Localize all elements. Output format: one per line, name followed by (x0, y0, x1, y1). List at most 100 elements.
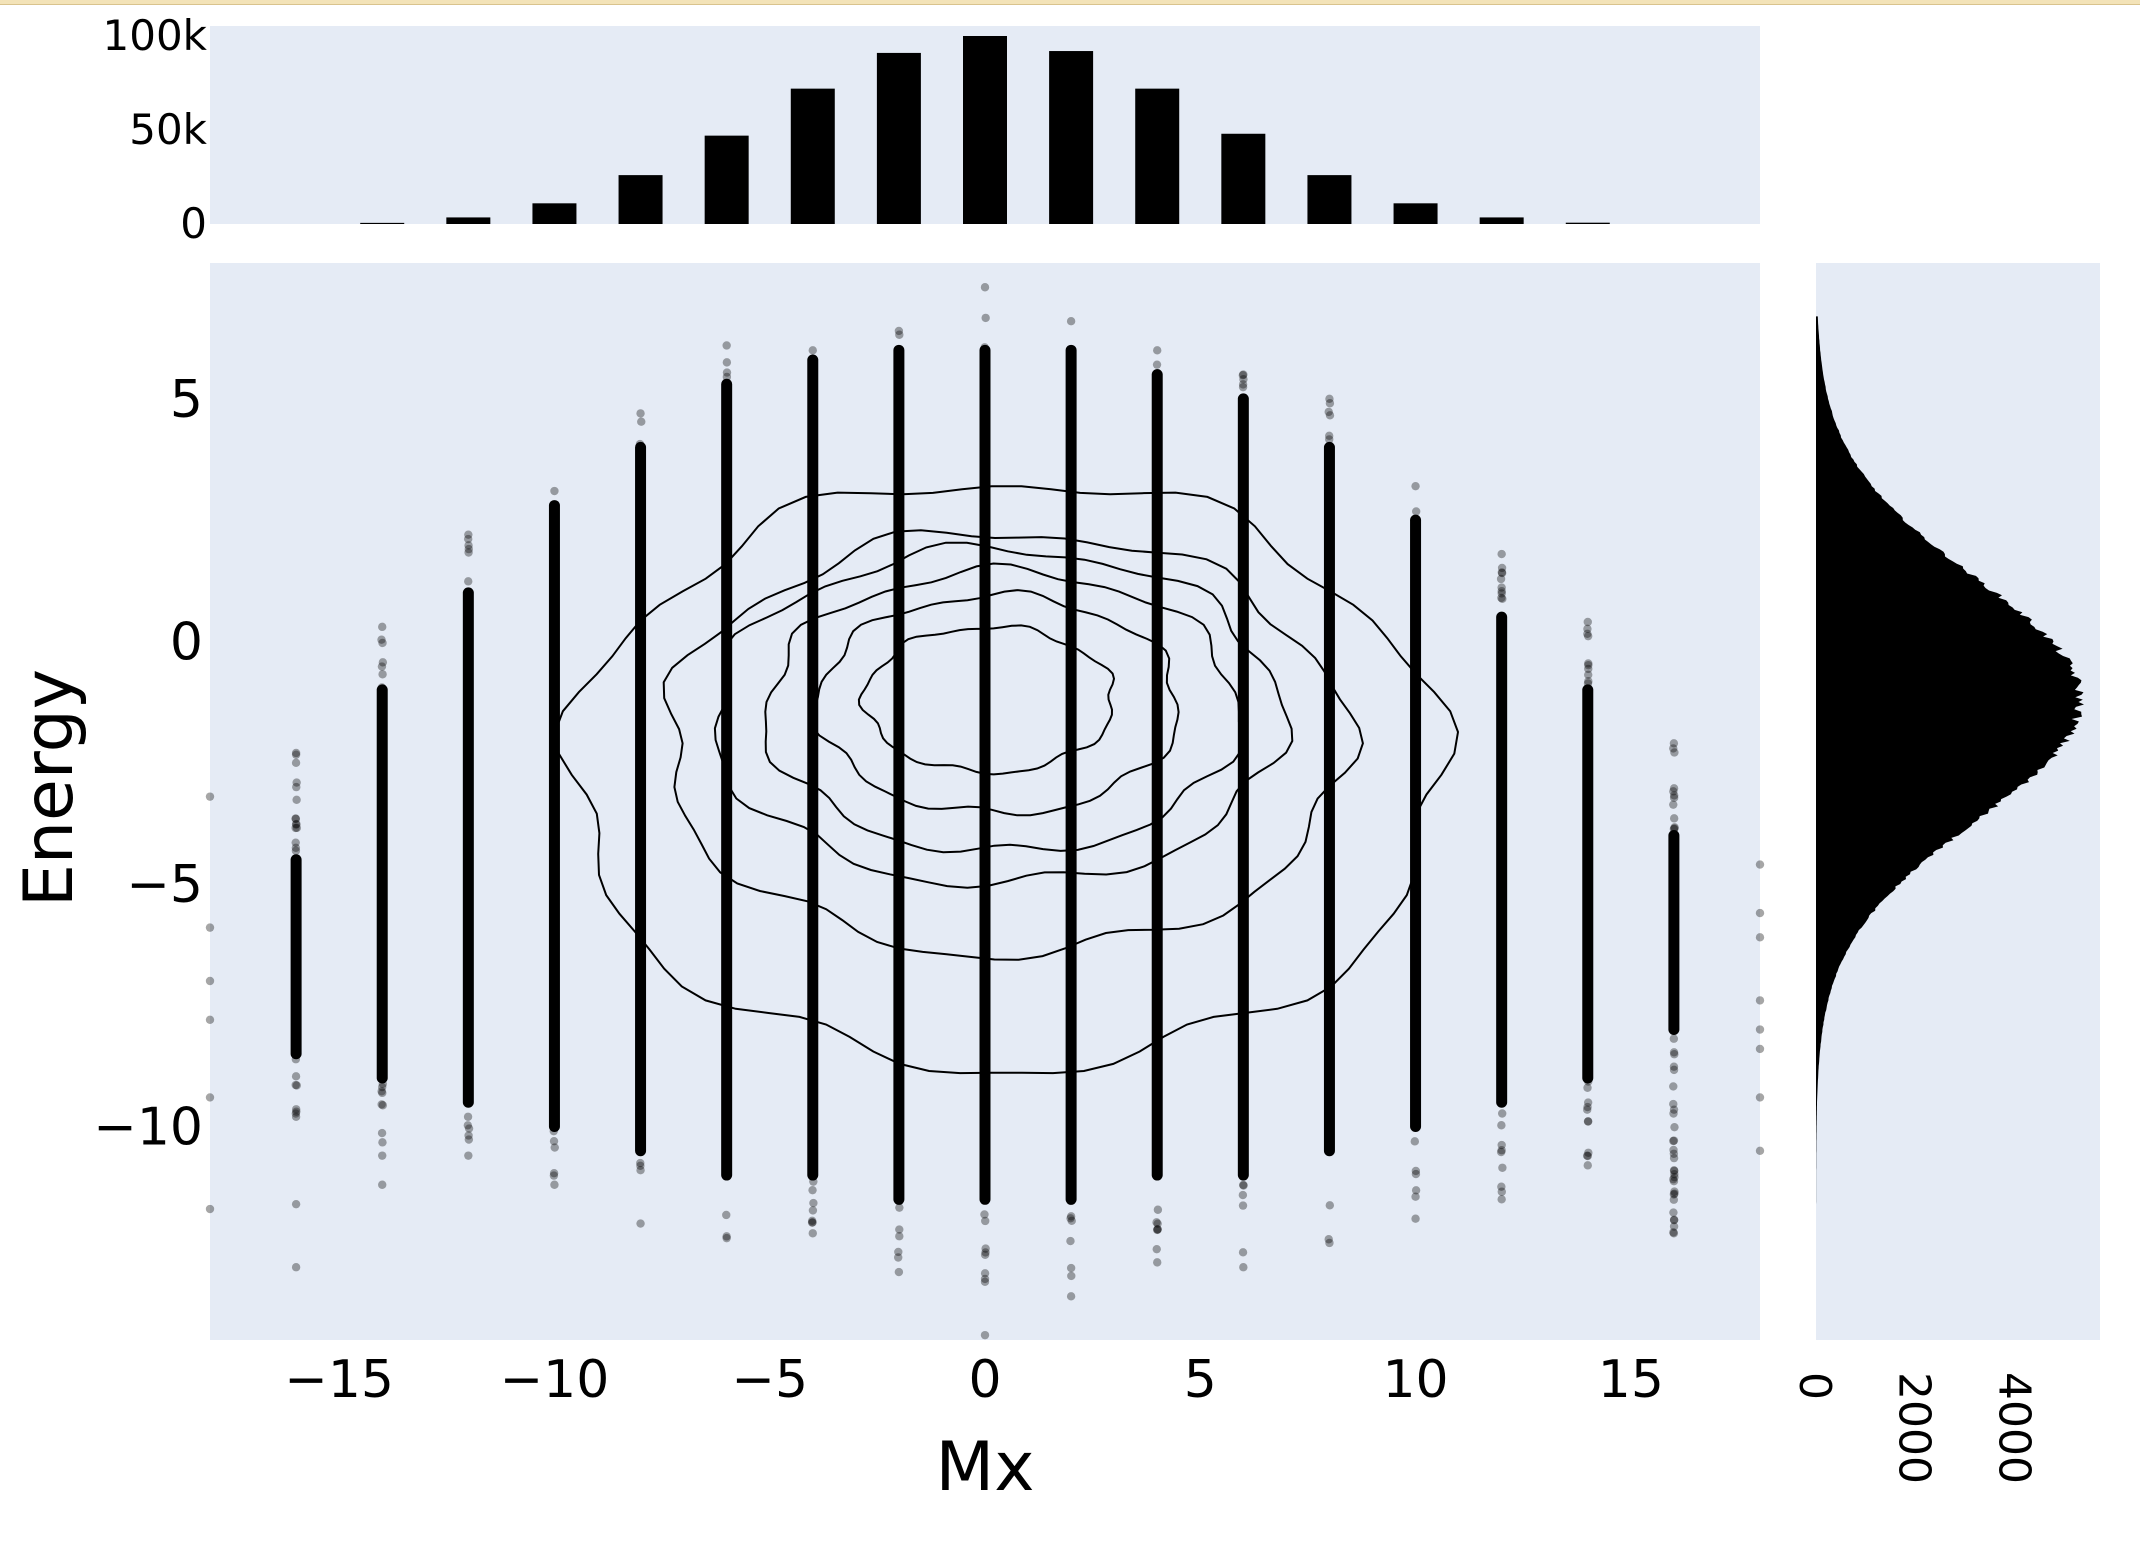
scatter-point (377, 839, 387, 848)
scatter-point (722, 1046, 731, 1055)
scatter-point (1239, 811, 1248, 821)
scatter-point (463, 746, 473, 756)
scatter-point (1498, 1109, 1507, 1118)
scatter-point (1669, 744, 1678, 753)
scatter-point (1410, 969, 1420, 978)
scatter-point (1325, 1201, 1335, 1210)
scatter-point (1583, 1083, 1592, 1092)
scatter-point (549, 557, 559, 567)
scatter-point (1067, 1009, 1076, 1019)
scatter-point (1153, 1116, 1162, 1126)
scatter-point (808, 477, 817, 486)
scatter-point (1755, 860, 1765, 869)
scatter-point (1669, 963, 1679, 973)
scatter-point (1496, 995, 1506, 1005)
scatter-point (722, 747, 732, 756)
scatter-point (1411, 553, 1420, 563)
scatter-point (1410, 632, 1420, 642)
scatter-point (1152, 498, 1161, 508)
scatter-point (636, 588, 645, 597)
scatter-point (1152, 906, 1162, 915)
scatter-point (1239, 894, 1249, 903)
scatter-point (377, 850, 386, 859)
scatter-point (808, 1057, 818, 1066)
scatter-point (291, 861, 301, 870)
scatter-point (1067, 365, 1076, 375)
scatter-point (894, 1083, 903, 1092)
scatter-point (1411, 1000, 1420, 1010)
scatter-point (722, 577, 732, 586)
scatter-point (291, 1080, 300, 1090)
y-axis-label: Energy (10, 669, 89, 907)
scatter-point (1152, 498, 1162, 508)
scatter-point (1583, 1117, 1593, 1126)
scatter-point (549, 658, 559, 667)
scatter-point (980, 599, 989, 609)
scatter-point (1496, 795, 1506, 804)
scatter-point (464, 530, 473, 539)
scatter-point (291, 1011, 301, 1020)
scatter-point (1410, 731, 1420, 740)
scatter-point (1153, 406, 1162, 415)
y-axis-ticks: −10 −5 0 5 (93, 370, 203, 1158)
scatter-point (894, 1099, 903, 1109)
scatter-point (1239, 1165, 1248, 1175)
scatter-point (635, 874, 645, 884)
scatter-point (1411, 982, 1420, 992)
scatter-point (1067, 370, 1076, 379)
scatter-point (722, 1233, 731, 1243)
scatter-point (463, 658, 473, 667)
scatter-point (1583, 875, 1592, 884)
scatter-point (807, 814, 817, 824)
scatter-point (1755, 908, 1765, 918)
scatter-point (1497, 652, 1506, 661)
scatter-point (1496, 1147, 1506, 1157)
scatter-point (1411, 1116, 1420, 1125)
point-column (1668, 739, 1680, 1238)
scatter-point (723, 752, 732, 762)
contour-line (857, 624, 1116, 776)
scatter-point (1152, 1225, 1162, 1235)
scatter-point (378, 766, 387, 776)
scatter-point (549, 989, 558, 999)
scatter-point (1496, 574, 1506, 584)
scatter-point (1583, 1151, 1592, 1161)
top-histogram-bar (532, 203, 577, 224)
scatter-point (464, 703, 474, 712)
scatter-point (1410, 1119, 1420, 1128)
scatter-point (1411, 481, 1420, 491)
scatter-point (894, 1095, 903, 1104)
scatter-point (1152, 1099, 1161, 1109)
scatter-point (291, 874, 301, 883)
scatter-point (636, 1000, 646, 1010)
scatter-point (635, 466, 645, 475)
scatter-point (980, 379, 990, 388)
scatter-point (980, 611, 990, 620)
scatter-point (1152, 1124, 1161, 1134)
top-histogram-bar (876, 52, 921, 224)
scatter-point (894, 367, 904, 376)
scatter-point (1153, 863, 1162, 872)
scatter-point (1670, 824, 1679, 833)
scatter-point (1324, 711, 1334, 720)
scatter-point (635, 568, 645, 577)
scatter-point (1239, 956, 1249, 966)
scatter-point (808, 1046, 818, 1056)
scatter-point (808, 848, 818, 858)
scatter-point (1411, 787, 1420, 797)
scatter-point (1411, 862, 1421, 871)
y-tick-label: 5 (170, 370, 203, 430)
scatter-point (1325, 921, 1335, 931)
scatter-point (1153, 978, 1162, 987)
scatter-point (1325, 1010, 1334, 1019)
scatter-point (378, 796, 387, 805)
scatter-point (1152, 841, 1161, 851)
scatter-point (291, 748, 301, 758)
scatter-point (1669, 971, 1678, 980)
scatter-point (980, 494, 990, 503)
scatter-point (980, 548, 989, 557)
scatter-point (894, 730, 903, 740)
scatter-point (1498, 776, 1507, 786)
scatter-point (378, 782, 387, 791)
scatter-point (1410, 1088, 1420, 1097)
